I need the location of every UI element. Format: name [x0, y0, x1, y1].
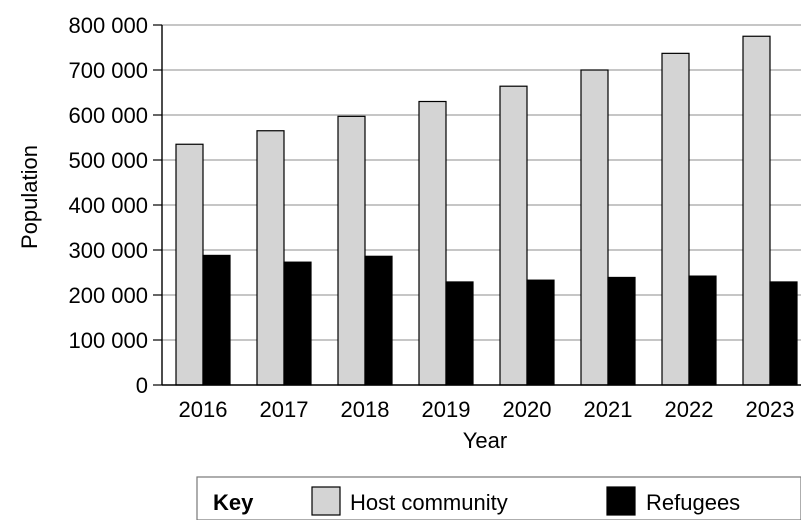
bar-refugees-2019: [445, 281, 474, 386]
legend: Key Host community Refugees: [196, 476, 801, 521]
y-tick-label: 700 000: [68, 58, 148, 83]
y-tick-label: 500 000: [68, 148, 148, 173]
bar-refugees-2022: [688, 275, 717, 386]
bar-refugees-2018: [364, 255, 393, 386]
tick-labels: 0 100 000 200 000 300 000 400 000 500 000 600 …: [68, 13, 794, 422]
y-tick-label: 100 000: [68, 328, 148, 353]
y-tick-label: 800 000: [68, 13, 148, 38]
axes: [153, 24, 801, 386]
bar-host-community-2020: [499, 85, 528, 386]
bar-host-community-2019: [418, 100, 447, 386]
bar-refugees-2016: [202, 254, 231, 386]
bar-host-community-2022: [661, 52, 690, 386]
legend-label-refugees: Refugees: [646, 490, 740, 515]
legend-swatch-host-community: [311, 486, 341, 516]
x-tick-label: 2021: [584, 397, 633, 422]
bar-host-community-2016: [175, 143, 204, 386]
bar-refugees-2020: [526, 279, 555, 386]
x-tick-label: 2023: [746, 397, 795, 422]
y-tick-label: 200 000: [68, 283, 148, 308]
x-tick-label: 2020: [503, 397, 552, 422]
bar-refugees-2021: [607, 276, 636, 386]
legend-title: Key: [213, 490, 254, 515]
bar-refugees-2017: [283, 261, 312, 386]
x-tick-label: 2019: [422, 397, 471, 422]
x-axis-title: Year: [463, 428, 507, 453]
y-tick-label: 400 000: [68, 193, 148, 218]
bar-host-community-2021: [580, 69, 609, 386]
bars: [175, 35, 798, 386]
bar-host-community-2018: [337, 115, 366, 386]
y-tick-label: 600 000: [68, 103, 148, 128]
bar-host-community-2023: [742, 35, 771, 386]
y-axis-title: Population: [17, 145, 42, 249]
x-tick-label: 2018: [341, 397, 390, 422]
x-tick-label: 2016: [179, 397, 228, 422]
legend-swatch-refugees: [606, 486, 636, 516]
x-tick-label: 2022: [665, 397, 714, 422]
bar-refugees-2023: [769, 281, 798, 386]
bar-host-community-2017: [256, 130, 285, 386]
x-tick-label: 2017: [260, 397, 309, 422]
y-tick-label: 0: [136, 373, 148, 398]
y-tick-label: 300 000: [68, 238, 148, 263]
legend-label-host-community: Host community: [350, 490, 508, 515]
